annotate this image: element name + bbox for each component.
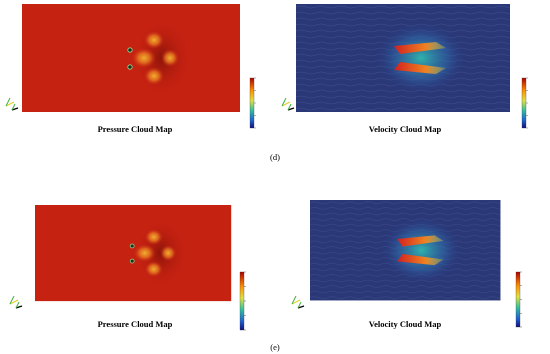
axes-triad xyxy=(5,97,19,111)
caption: Velocity Cloud Map xyxy=(369,319,442,329)
caption: Pressure Cloud Map xyxy=(98,124,173,134)
colorbar xyxy=(515,271,523,328)
panel-label: (d) xyxy=(270,152,280,162)
axes-triad xyxy=(291,295,305,309)
panel-label: (e) xyxy=(270,342,280,352)
velocity-map xyxy=(296,4,510,112)
caption: Velocity Cloud Map xyxy=(369,124,442,134)
axes-triad xyxy=(281,97,295,111)
colorbar xyxy=(239,271,247,331)
pressure-map xyxy=(21,3,241,113)
velocity-map xyxy=(310,200,501,301)
caption: Pressure Cloud Map xyxy=(98,319,173,329)
colorbar xyxy=(521,77,529,129)
colorbar xyxy=(249,77,257,129)
axes-triad xyxy=(9,295,23,309)
pressure-map xyxy=(34,204,232,302)
